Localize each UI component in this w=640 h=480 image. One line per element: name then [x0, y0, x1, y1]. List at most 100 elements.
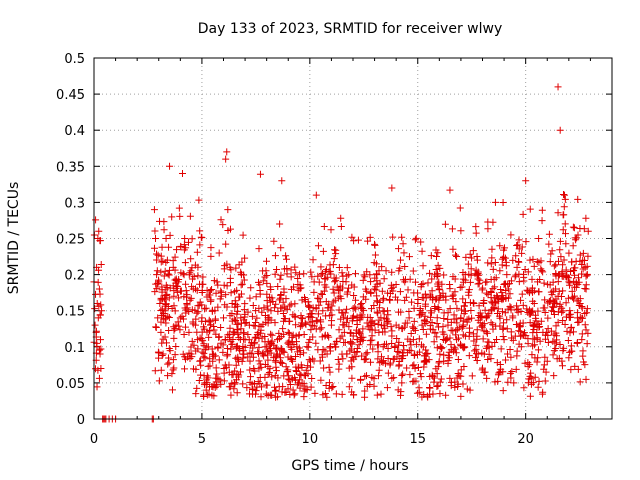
data-point: [302, 385, 310, 393]
data-point: [352, 305, 360, 313]
data-point: [272, 363, 280, 371]
data-point: [220, 265, 228, 273]
data-point: [360, 356, 368, 364]
data-point: [504, 305, 512, 313]
data-point: [446, 186, 454, 194]
data-point: [404, 335, 412, 343]
data-point: [173, 288, 181, 296]
data-point: [544, 331, 552, 339]
data-point: [568, 258, 576, 266]
data-point: [199, 273, 207, 281]
data-point: [556, 300, 564, 308]
data-point: [465, 291, 473, 299]
data-point: [224, 206, 232, 214]
data-point: [331, 246, 339, 254]
data-point: [452, 327, 460, 335]
data-point: [174, 318, 182, 326]
data-point: [411, 326, 419, 334]
data-point: [491, 198, 499, 206]
data-point: [547, 250, 555, 258]
data-point: [478, 323, 486, 331]
data-point: [175, 322, 183, 330]
data-point: [196, 241, 204, 249]
data-point: [367, 358, 375, 366]
data-point: [278, 359, 286, 367]
data-point: [347, 345, 355, 353]
data-point: [432, 365, 440, 373]
data-point: [288, 345, 296, 353]
data-point: [300, 382, 308, 390]
data-point: [271, 387, 279, 395]
data-point: [396, 256, 404, 264]
data-point: [468, 254, 476, 262]
data-point: [214, 281, 222, 289]
data-point: [528, 275, 536, 283]
data-point: [180, 241, 188, 249]
data-point: [570, 295, 578, 303]
data-point: [188, 283, 196, 291]
data-point: [311, 389, 319, 397]
data-point: [315, 295, 323, 303]
data-point: [380, 307, 388, 315]
data-point: [206, 355, 214, 363]
data-point: [188, 275, 196, 283]
data-point: [320, 364, 328, 372]
data-point: [308, 310, 316, 318]
data-point: [307, 363, 315, 371]
data-point: [252, 390, 260, 398]
x-tick-label: 10: [302, 432, 319, 447]
data-point: [291, 300, 299, 308]
data-point: [279, 325, 287, 333]
data-point: [182, 244, 190, 252]
data-point: [460, 310, 468, 318]
data-point: [545, 240, 553, 248]
data-point: [484, 291, 492, 299]
data-point: [192, 365, 200, 373]
data-point: [372, 260, 380, 268]
data-point: [381, 328, 389, 336]
data-point: [316, 325, 324, 333]
data-point: [256, 329, 264, 337]
data-point: [350, 237, 358, 245]
data-point: [581, 321, 589, 329]
data-point: [153, 271, 161, 279]
data-point: [564, 336, 572, 344]
data-point: [539, 268, 547, 276]
data-point: [279, 298, 287, 306]
data-point: [270, 237, 278, 245]
data-point: [222, 155, 230, 163]
data-point: [272, 393, 280, 401]
data-point: [169, 282, 177, 290]
data-point: [373, 391, 381, 399]
data-point: [360, 271, 368, 279]
data-point: [332, 338, 340, 346]
data-point: [499, 333, 507, 341]
data-point: [535, 377, 543, 385]
data-point: [195, 196, 203, 204]
data-point: [292, 269, 300, 277]
data-point: [555, 354, 563, 362]
y-tick-label: 0.45: [56, 88, 85, 103]
data-point: [511, 332, 519, 340]
data-point: [217, 324, 225, 332]
data-point: [305, 356, 313, 364]
data-point: [513, 352, 521, 360]
data-point: [308, 273, 316, 281]
data-point: [431, 329, 439, 337]
data-point: [435, 278, 443, 286]
data-point: [392, 280, 400, 288]
data-point: [475, 302, 483, 310]
data-point: [275, 329, 283, 337]
data-point: [198, 280, 206, 288]
data-point: [374, 341, 382, 349]
data-point: [436, 264, 444, 272]
data-point: [337, 295, 345, 303]
data-point: [307, 326, 315, 334]
data-point: [338, 284, 346, 292]
data-point: [280, 265, 288, 273]
data-point: [520, 329, 528, 337]
data-point: [444, 315, 452, 323]
data-point: [405, 307, 413, 315]
data-point: [422, 294, 430, 302]
data-point: [205, 390, 213, 398]
